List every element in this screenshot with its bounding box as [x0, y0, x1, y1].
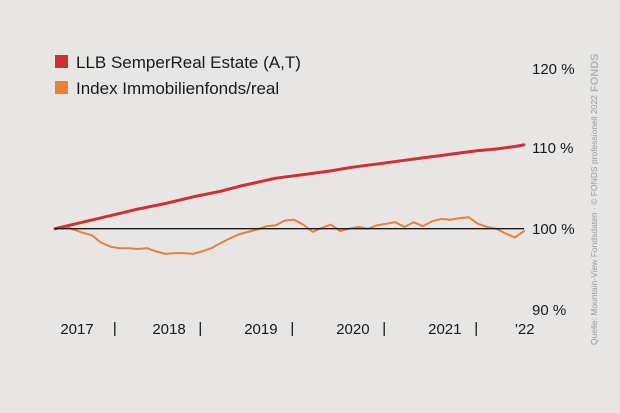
y-tick-label-110: 110 %	[532, 140, 573, 157]
x-tick-label: 2019	[244, 321, 277, 338]
legend-item-llb: LLB SemperReal Estate (A,T)	[55, 53, 301, 72]
source-credit: Quelle: Mountain-View Fondsdaten · © FON…	[589, 95, 599, 345]
fonds-logo: FONDS	[589, 54, 601, 93]
legend-swatch-index	[55, 81, 68, 94]
x-tick-label: 2017	[60, 321, 93, 338]
legend-item-index: Index Immobilienfonds/real	[55, 79, 279, 98]
series-line-llb	[53, 143, 526, 231]
x-tick-label: 2018	[152, 321, 185, 338]
legend-swatch-llb	[55, 55, 68, 68]
y-tick-label-120: 120 %	[532, 61, 575, 78]
x-tick-label: '22	[515, 321, 535, 338]
y-tick-label-90: 90 %	[532, 302, 566, 319]
x-tick-label: 2020	[336, 321, 369, 338]
plot-area	[53, 143, 526, 255]
legend-label-index: Index Immobilienfonds/real	[76, 79, 279, 98]
x-tick-label: 2021	[428, 321, 461, 338]
legend-label-llb: LLB SemperReal Estate (A,T)	[76, 53, 301, 72]
series-line-index	[54, 216, 525, 255]
y-axis-labels: 120 % 110 % 100 % 90 %	[532, 61, 575, 319]
legend: LLB SemperReal Estate (A,T) Index Immobi…	[55, 53, 301, 98]
x-axis: 2017 2018 2019 2020 2021 '22	[60, 321, 534, 338]
y-tick-label-100: 100 %	[532, 221, 575, 238]
